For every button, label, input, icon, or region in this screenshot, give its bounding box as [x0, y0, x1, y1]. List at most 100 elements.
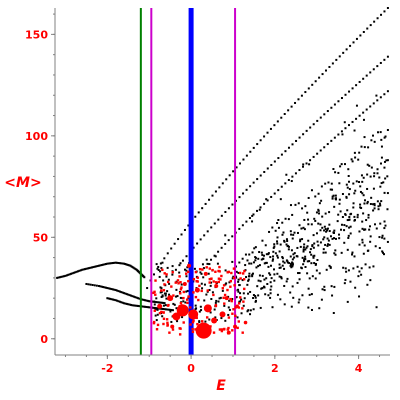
- background-point: [337, 133, 340, 136]
- background-point: [376, 172, 379, 175]
- highlight-point-small: [152, 320, 156, 324]
- background-point: [281, 256, 284, 259]
- background-point: [343, 282, 346, 285]
- highlight-point-small: [178, 333, 182, 336]
- highlight-point: [219, 311, 226, 318]
- highlight-point-small: [179, 327, 182, 330]
- background-point: [185, 275, 188, 278]
- background-point: [252, 181, 255, 184]
- background-point: [142, 305, 145, 308]
- background-point: [319, 223, 322, 226]
- background-point: [345, 183, 348, 186]
- background-point: [155, 297, 158, 300]
- background-point: [218, 186, 221, 189]
- background-point: [268, 272, 271, 275]
- highlight-point-small: [212, 293, 215, 297]
- background-point: [277, 157, 280, 160]
- highlight-point-small: [230, 299, 233, 303]
- background-point: [64, 274, 67, 277]
- background-point: [124, 263, 127, 266]
- background-point: [289, 230, 292, 233]
- background-point: [334, 171, 337, 174]
- background-point: [171, 265, 174, 268]
- background-point: [159, 270, 162, 273]
- background-point: [276, 236, 279, 239]
- highlight-point: [224, 296, 229, 301]
- background-point: [360, 174, 363, 177]
- background-point: [278, 275, 281, 278]
- background-point: [113, 298, 116, 301]
- background-point: [284, 150, 287, 153]
- background-point: [207, 272, 210, 275]
- highlight-point-small: [222, 296, 225, 300]
- background-point: [295, 255, 298, 258]
- background-point: [57, 276, 60, 279]
- highlight-point-small: [214, 270, 217, 273]
- background-point: [153, 300, 156, 303]
- background-point: [157, 301, 160, 304]
- background-point: [248, 253, 251, 256]
- background-point: [299, 240, 302, 243]
- background-point: [315, 269, 318, 272]
- background-point: [378, 202, 381, 205]
- background-point: [315, 211, 318, 214]
- background-point: [321, 226, 324, 229]
- background-point: [384, 135, 387, 138]
- background-point: [82, 268, 85, 271]
- background-point: [317, 208, 320, 211]
- background-point: [202, 267, 205, 270]
- background-point: [153, 273, 156, 276]
- highlight-point-small: [210, 277, 213, 280]
- background-point: [194, 304, 197, 307]
- highlight-point-small: [166, 321, 169, 325]
- background-point: [237, 288, 240, 291]
- highlight-point-small: [198, 267, 202, 271]
- y-tick-label: 0: [40, 333, 48, 346]
- background-point: [111, 288, 114, 291]
- background-point: [316, 240, 319, 243]
- background-point: [298, 169, 301, 172]
- background-point: [309, 126, 312, 129]
- background-point: [168, 282, 171, 285]
- background-point: [285, 259, 288, 262]
- background-point: [328, 230, 331, 233]
- highlight-point-small: [166, 324, 169, 327]
- background-point: [137, 297, 140, 300]
- background-point: [338, 233, 341, 236]
- background-point: [109, 287, 112, 290]
- highlight-point-small: [221, 287, 225, 290]
- background-point: [169, 308, 172, 311]
- background-point: [213, 222, 216, 225]
- background-point: [214, 190, 217, 193]
- background-point: [134, 304, 137, 307]
- background-point: [386, 175, 389, 178]
- x-tick-label: 0: [187, 362, 195, 375]
- vertical-lines-layer: [139, 8, 237, 355]
- background-point: [372, 209, 375, 212]
- background-point: [208, 318, 211, 321]
- background-point: [324, 251, 327, 254]
- background-point: [347, 234, 350, 237]
- highlight-point-small: [172, 294, 175, 297]
- highlight-point-small: [191, 327, 194, 331]
- background-point: [370, 166, 373, 169]
- background-point: [125, 263, 128, 266]
- background-point: [331, 237, 334, 240]
- background-point: [170, 309, 173, 312]
- background-point: [345, 196, 348, 199]
- background-point: [251, 275, 254, 278]
- background-point: [377, 205, 380, 208]
- background-point: [376, 200, 379, 203]
- highlight-point-small: [227, 326, 230, 330]
- background-point: [367, 216, 370, 219]
- background-point: [217, 250, 220, 253]
- background-point: [185, 269, 188, 272]
- background-point: [269, 127, 272, 130]
- background-point: [381, 250, 384, 253]
- background-point: [373, 202, 376, 205]
- background-point: [318, 307, 321, 310]
- background-point: [110, 288, 113, 291]
- background-point: [383, 191, 386, 194]
- background-point: [137, 304, 140, 307]
